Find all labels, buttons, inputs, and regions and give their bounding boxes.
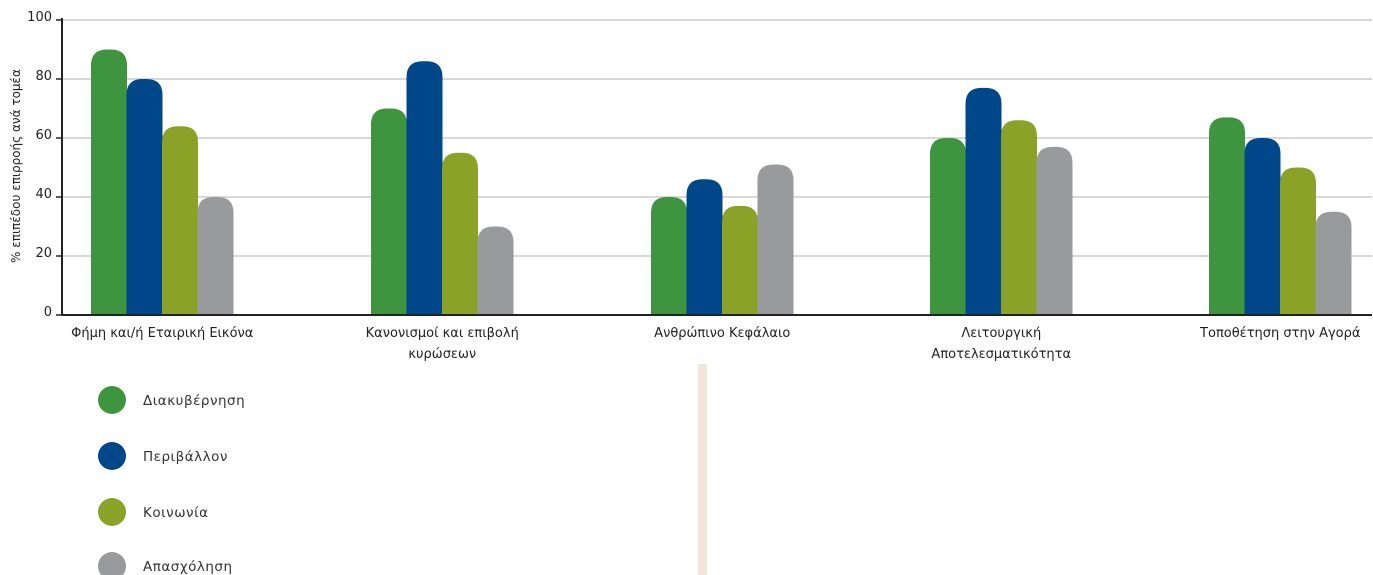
y-tick-label: 100 [27, 10, 52, 25]
bar [371, 108, 407, 315]
bar [651, 197, 687, 315]
y-tick-label: 60 [35, 128, 52, 143]
legend-label: Απασχόληση [143, 559, 233, 575]
legend-label: Διακυβέρνηση [143, 393, 245, 409]
legend-swatch [98, 552, 126, 575]
category-labels: Φήμη και/ή Εταιρική Εικόνα Κανονισμοί και… [71, 326, 1360, 362]
legend-label: Περιβάλλον [143, 449, 228, 465]
y-tick-label: 20 [35, 246, 52, 261]
gridlines [62, 19, 1372, 257]
y-tick-label: 0 [44, 305, 52, 320]
bar [1001, 120, 1037, 315]
y-tick-label: 80 [35, 69, 52, 84]
bar [477, 226, 514, 315]
legend-swatch [98, 498, 126, 526]
bar [965, 87, 1002, 315]
bar [91, 49, 127, 315]
bar [1315, 211, 1352, 315]
legend-label: Κοινωνία [143, 505, 209, 521]
bar [1036, 146, 1073, 315]
y-tick-label: 40 [35, 187, 52, 202]
bar [686, 179, 723, 315]
x-tick-label: Φήμη και/ή Εταιρική Εικόνα [71, 326, 253, 341]
x-tick-label: Ανθρώπινο Κεφάλαιο [654, 326, 790, 341]
bar [1209, 117, 1245, 315]
bar [162, 126, 198, 315]
divider-bar [698, 364, 707, 575]
bar [757, 164, 794, 315]
x-tick-label: Λειτουργική Αποτελεσματικότητα [931, 326, 1071, 362]
bar [126, 79, 163, 315]
bar [722, 205, 758, 315]
bar [406, 61, 443, 315]
legend-swatch [98, 442, 126, 470]
legend-swatch [98, 386, 126, 414]
axes: 0 20 40 60 80 100 [27, 10, 1372, 320]
y-axis-title: % επιπέδου επιρροής ανά τομέα [9, 69, 23, 263]
legend: Διακυβέρνηση Περιβάλλον Κοινωνία Απασχόληση [98, 386, 245, 575]
bar [197, 197, 234, 315]
bar [1280, 167, 1316, 315]
x-tick-label: Τοποθέτηση στην Αγορά [1199, 326, 1360, 341]
bar [442, 152, 478, 315]
x-tick-label: Κανονισμοί και επιβολή κυρώσεων [366, 326, 519, 362]
bar [1244, 138, 1281, 315]
bar [930, 138, 966, 315]
bars [91, 49, 1352, 315]
